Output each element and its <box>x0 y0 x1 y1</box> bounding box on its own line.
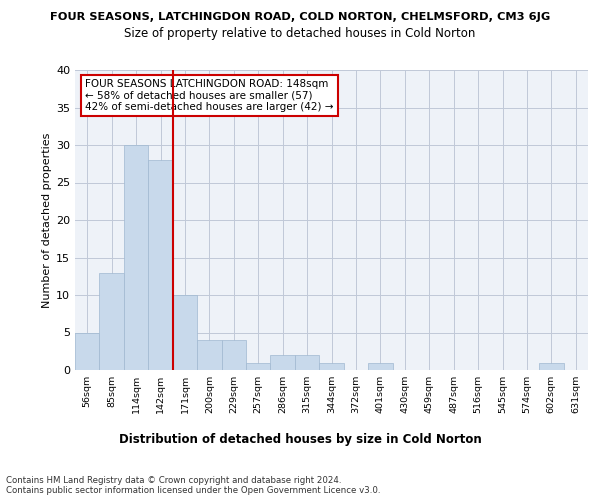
Text: Size of property relative to detached houses in Cold Norton: Size of property relative to detached ho… <box>124 28 476 40</box>
Bar <box>539 362 563 370</box>
Bar <box>221 340 246 370</box>
Bar <box>197 340 221 370</box>
Y-axis label: Number of detached properties: Number of detached properties <box>42 132 52 308</box>
Bar <box>295 355 319 370</box>
Bar <box>100 272 124 370</box>
Text: FOUR SEASONS, LATCHINGDON ROAD, COLD NORTON, CHELMSFORD, CM3 6JG: FOUR SEASONS, LATCHINGDON ROAD, COLD NOR… <box>50 12 550 22</box>
Text: Distribution of detached houses by size in Cold Norton: Distribution of detached houses by size … <box>119 432 481 446</box>
Bar <box>319 362 344 370</box>
Text: Contains HM Land Registry data © Crown copyright and database right 2024.
Contai: Contains HM Land Registry data © Crown c… <box>6 476 380 495</box>
Bar <box>271 355 295 370</box>
Text: FOUR SEASONS LATCHINGDON ROAD: 148sqm
← 58% of detached houses are smaller (57)
: FOUR SEASONS LATCHINGDON ROAD: 148sqm ← … <box>85 79 334 112</box>
Bar <box>124 145 148 370</box>
Bar <box>148 160 173 370</box>
Bar <box>173 295 197 370</box>
Bar <box>75 332 100 370</box>
Bar <box>246 362 271 370</box>
Bar <box>368 362 392 370</box>
